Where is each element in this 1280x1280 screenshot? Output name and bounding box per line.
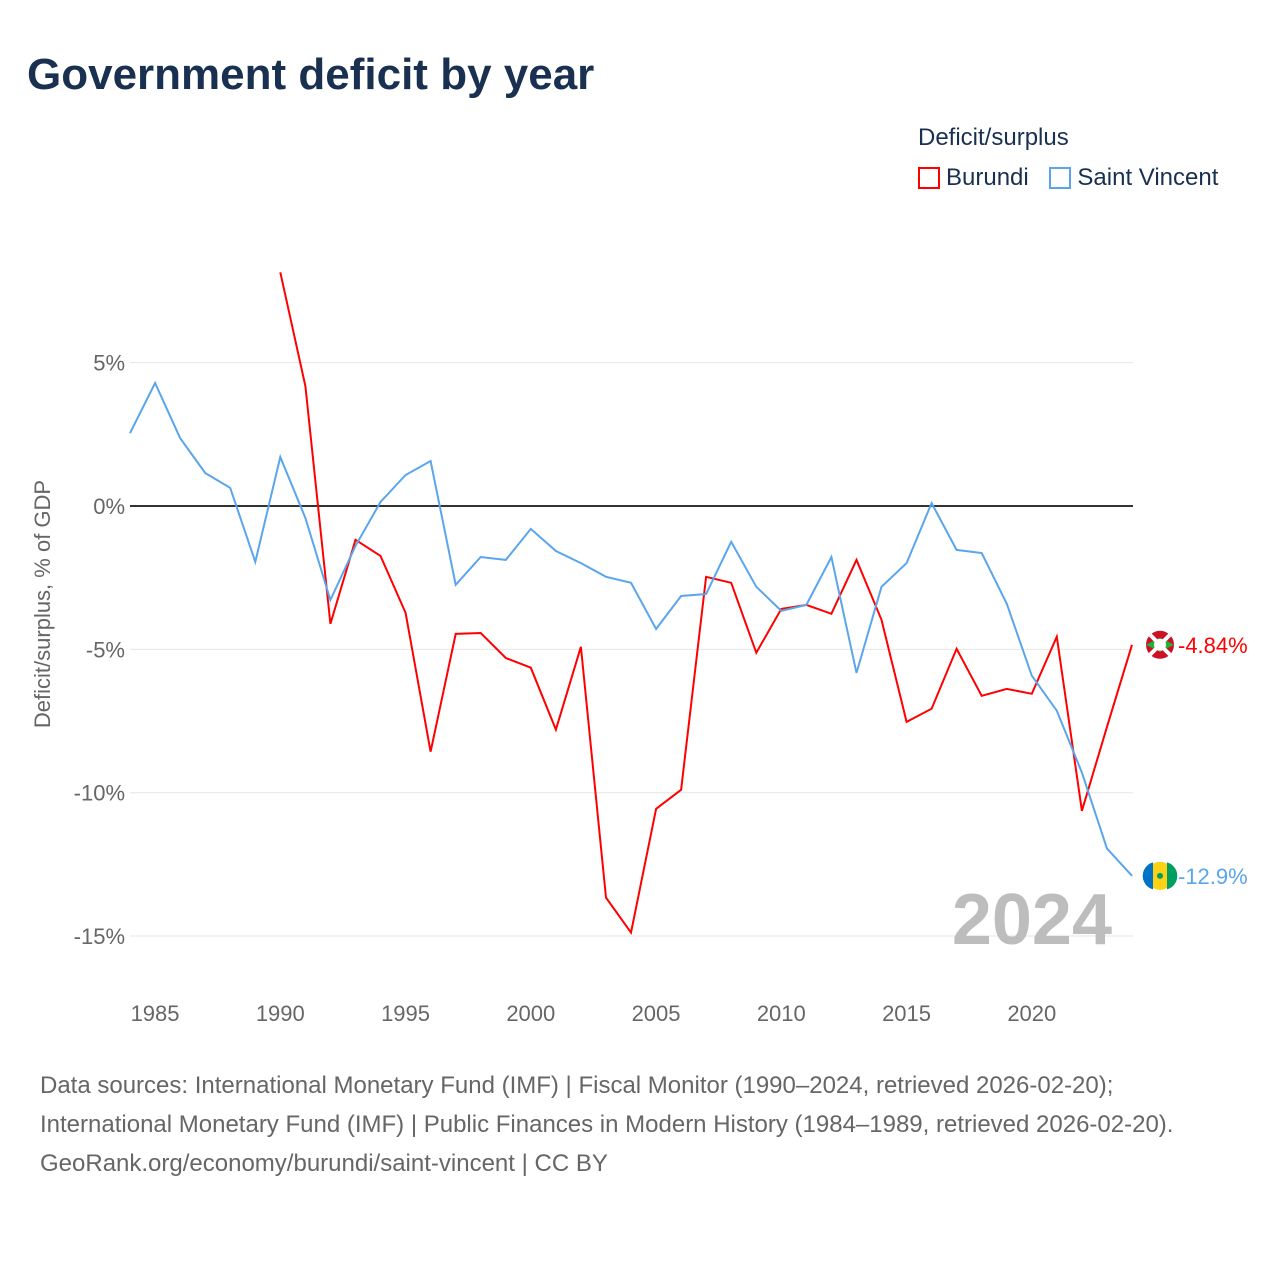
chart-area: 5% 0% -5% -10% -15% 1985 1990 1995 2000 2005 2010 2… (30, 272, 1248, 1026)
x-tick-label: 1995 (381, 1001, 430, 1026)
legend-swatch (1049, 167, 1072, 189)
saint-vincent-flag-icon (1142, 861, 1178, 890)
data-sources: Data sources: International Monetary Fun… (40, 1072, 1174, 1138)
series-line-burundi (279, 272, 1133, 936)
legend-label: Burundi (946, 164, 1029, 191)
y-axis-label: Deficit/surplus, % of GDP (30, 480, 55, 728)
chart-title: Government deficit by year (27, 50, 595, 99)
x-tick-label: 2005 (632, 1001, 681, 1026)
legend: Deficit/surplus Burundi Saint Vincent (918, 124, 1232, 196)
y-tick-label: -10% (74, 781, 125, 806)
x-tick-label: 1990 (256, 1001, 305, 1026)
end-value-label: -4.84% (1178, 633, 1248, 658)
legend-swatch (918, 167, 940, 189)
y-tick-label: -5% (86, 637, 125, 662)
x-tick-label: 2015 (882, 1001, 931, 1026)
footer: Data sources: International Monetary Fun… (40, 1066, 1240, 1183)
year-label: 2024 (952, 880, 1112, 960)
x-tick-label: 2010 (757, 1001, 806, 1026)
series-line-saint-vincent (129, 380, 1133, 877)
y-tick-label: 5% (93, 351, 125, 376)
legend-item-burundi[interactable]: Burundi (918, 164, 1029, 192)
x-tick-label: 1985 (131, 1001, 180, 1026)
legend-item-saint-vincent[interactable]: Saint Vincent (1049, 164, 1218, 192)
legend-title: Deficit/surplus (918, 124, 1069, 151)
source-link[interactable]: GeoRank.org/economy/burundi/saint-vincen… (40, 1150, 608, 1177)
y-tick-label: 0% (93, 494, 125, 519)
burundi-flag-icon (1146, 630, 1174, 659)
x-tick-label: 2000 (506, 1001, 555, 1026)
end-value-label: -12.9% (1178, 864, 1248, 889)
y-tick-label: -15% (74, 924, 125, 949)
legend-label: Saint Vincent (1077, 164, 1219, 191)
x-tick-label: 2020 (1007, 1001, 1056, 1026)
